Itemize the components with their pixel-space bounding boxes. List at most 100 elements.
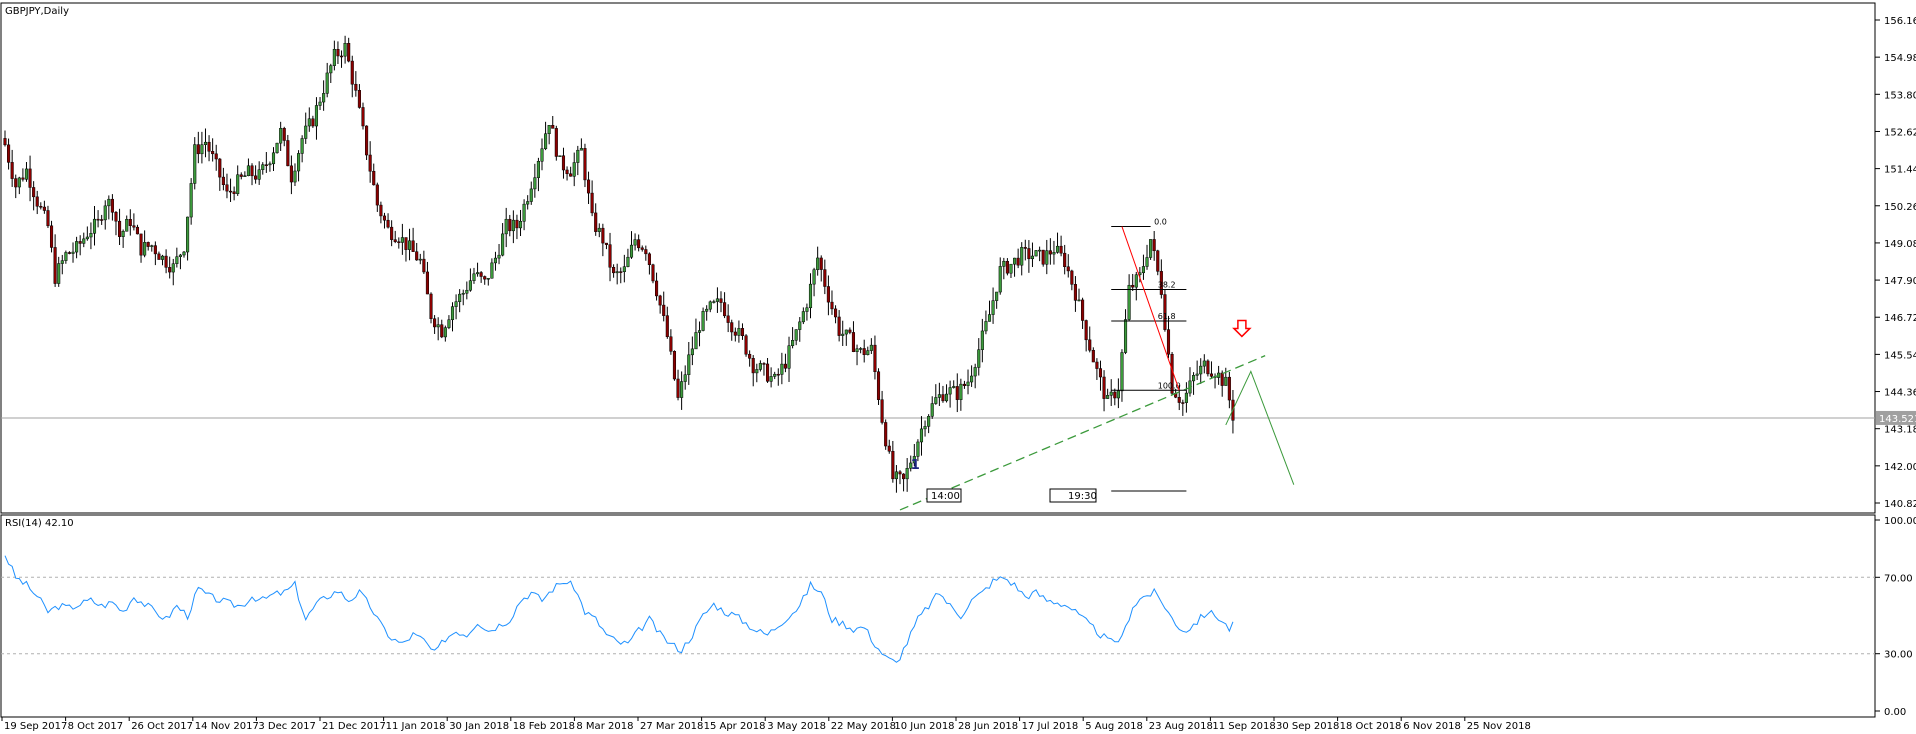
candle-body xyxy=(486,277,490,280)
candle-body xyxy=(1206,360,1210,375)
candle-body xyxy=(246,165,250,176)
chart-drawings[interactable]: 0.0 38.2 61.8 100.0 1 xyxy=(899,218,1295,511)
price-tick-label: 151.440 xyxy=(1884,165,1916,176)
candle-body xyxy=(1005,260,1009,274)
candle-body xyxy=(526,201,530,205)
candle-body xyxy=(114,212,118,222)
candle-body xyxy=(805,307,809,312)
candle-body xyxy=(622,266,626,273)
rsi-axis: 100.00 70.00 30.00 0.00 xyxy=(1,516,1916,718)
candle-body xyxy=(1045,250,1049,265)
time-marker-bg-1 xyxy=(926,488,962,503)
candle-body xyxy=(82,238,86,244)
date-tick-label: 11 Jan 2018 xyxy=(386,721,446,732)
candle-body xyxy=(1202,360,1206,367)
candle-body xyxy=(218,158,222,178)
candle-body xyxy=(1227,376,1231,401)
candle-body xyxy=(1209,373,1214,377)
price-tick-label: 146.720 xyxy=(1884,313,1916,324)
candle-body xyxy=(923,426,927,430)
candle-body xyxy=(236,174,240,194)
candle-body xyxy=(884,422,888,447)
candle-body xyxy=(780,363,784,375)
candle-body xyxy=(379,204,383,217)
candle-body xyxy=(10,162,14,179)
date-tick-label: 8 Oct 2017 xyxy=(68,721,123,732)
candle-body xyxy=(608,244,612,268)
candle-body xyxy=(1009,263,1013,274)
candle-body xyxy=(973,367,977,377)
candle-body xyxy=(615,271,619,274)
candle-body xyxy=(1077,299,1081,302)
candle-body xyxy=(651,264,655,282)
fib-level-label: 0.0 xyxy=(1154,218,1167,227)
candle-body xyxy=(354,83,358,91)
candle-body xyxy=(221,176,225,186)
current-price-tag-bg xyxy=(1876,410,1916,425)
candle-body xyxy=(980,330,984,350)
candle-body xyxy=(769,376,773,382)
date-tick-label: 30 Jan 2018 xyxy=(449,721,509,732)
candle-body xyxy=(744,335,748,355)
candle-body xyxy=(264,164,268,166)
candle-body xyxy=(182,251,186,256)
candle-body xyxy=(325,72,329,94)
candle-body xyxy=(855,348,859,352)
candle-body xyxy=(876,371,881,400)
candle-body xyxy=(862,348,866,356)
price-tick-label: 140.820 xyxy=(1884,499,1916,510)
rsi-panel[interactable]: RSI(14) 42.10 100.00 70.00 30.00 0.00 xyxy=(0,514,1916,718)
candle-body xyxy=(1016,257,1020,266)
candle-body xyxy=(998,266,1002,293)
candle-body xyxy=(723,302,727,317)
candle-body xyxy=(343,42,347,57)
candle-body xyxy=(683,374,687,382)
candle-body xyxy=(386,219,390,228)
candle-body xyxy=(332,49,336,66)
wave-label: 1 xyxy=(911,458,920,473)
candle-body xyxy=(794,329,798,341)
candle-body xyxy=(3,138,7,146)
price-tick-label: 156.160 xyxy=(1884,16,1916,27)
rsi-line xyxy=(4,555,1234,663)
candle-body xyxy=(1131,284,1135,288)
candle-body xyxy=(597,227,601,232)
candle-body xyxy=(977,349,981,368)
candle-body xyxy=(336,49,340,57)
candle-body xyxy=(894,471,898,480)
candle-body xyxy=(518,220,523,229)
candle-body xyxy=(1059,245,1063,254)
candle-body xyxy=(912,456,916,464)
candle-body xyxy=(497,254,501,259)
candle-body xyxy=(1149,239,1153,258)
candle-body xyxy=(927,416,931,427)
price-panel[interactable]: GBPJPY,Daily 156.160 154.980 153.800 152.62… xyxy=(0,2,1916,514)
candle-body xyxy=(347,42,351,62)
candle-body xyxy=(92,218,97,234)
candle-body xyxy=(1098,368,1103,378)
candle-body xyxy=(1106,395,1110,399)
candle-body xyxy=(705,308,709,312)
candle-body xyxy=(837,316,841,336)
candle-body xyxy=(572,162,576,177)
candle-body xyxy=(279,128,283,144)
candle-body xyxy=(436,324,440,328)
candle-body xyxy=(995,291,999,301)
date-tick-label: 8 Mar 2018 xyxy=(576,721,633,732)
price-tick-label: 145.540 xyxy=(1884,350,1916,361)
candle-body xyxy=(1120,352,1124,392)
candle-body xyxy=(712,301,716,303)
candle-body xyxy=(57,263,61,284)
candle-body xyxy=(1023,247,1027,249)
candle-body xyxy=(118,220,122,237)
candle-body xyxy=(823,269,827,287)
candle-body xyxy=(17,177,21,188)
candle-body xyxy=(637,239,641,249)
date-tick-label: 5 Aug 2018 xyxy=(1085,721,1143,732)
price-tick-label: 154.980 xyxy=(1884,53,1916,64)
candle-body xyxy=(1152,239,1156,252)
candle-body xyxy=(329,65,333,74)
candle-body xyxy=(848,329,852,333)
trendline-dashed xyxy=(899,355,1266,511)
